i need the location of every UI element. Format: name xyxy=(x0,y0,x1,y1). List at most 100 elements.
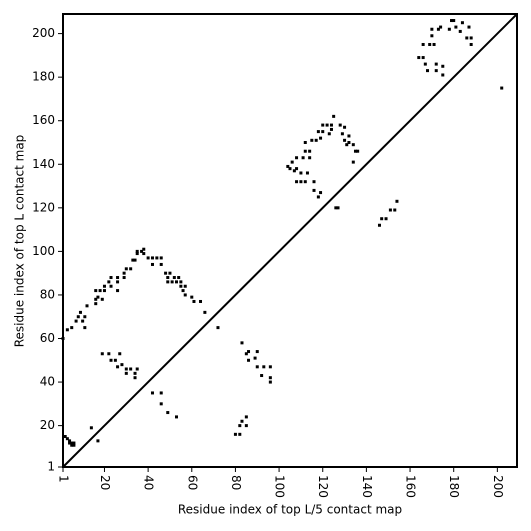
contact-point xyxy=(124,267,128,271)
contact-point xyxy=(343,125,347,129)
contact-point xyxy=(131,258,135,262)
contact-point xyxy=(133,376,137,380)
contact-point xyxy=(356,149,360,153)
contact-point xyxy=(81,319,85,323)
contact-point xyxy=(135,367,139,371)
contact-point xyxy=(159,256,163,260)
contact-point xyxy=(179,280,183,284)
contact-point xyxy=(469,36,473,40)
y-tick-label: 160 xyxy=(32,113,55,127)
contact-point xyxy=(159,402,163,406)
contact-point xyxy=(68,439,72,443)
contact-point xyxy=(247,350,251,354)
contact-point xyxy=(303,180,307,184)
contact-point xyxy=(345,143,349,147)
contact-point xyxy=(332,114,336,118)
contact-point xyxy=(436,27,440,31)
contact-point xyxy=(78,310,82,314)
contact-point xyxy=(377,223,381,227)
contact-point xyxy=(159,262,163,266)
contact-point xyxy=(238,424,242,428)
contact-point xyxy=(268,365,272,369)
contact-point xyxy=(63,435,67,439)
contact-point xyxy=(65,328,69,332)
contact-point xyxy=(260,374,264,378)
contact-point xyxy=(458,29,462,33)
contact-point xyxy=(432,42,436,46)
contact-point xyxy=(343,138,347,142)
contact-point xyxy=(192,299,196,303)
contact-point xyxy=(170,280,174,284)
y-tick-label: 100 xyxy=(32,244,55,258)
x-tick-label: 1 xyxy=(57,475,71,483)
contact-point xyxy=(183,293,187,297)
contact-point xyxy=(72,441,76,445)
contact-point xyxy=(124,367,128,371)
contact-point xyxy=(316,195,320,199)
y-tick-label: 200 xyxy=(32,26,55,40)
contact-point xyxy=(142,252,146,256)
contact-point xyxy=(430,34,434,38)
contact-point xyxy=(441,73,445,77)
contact-point xyxy=(203,310,207,314)
contact-point xyxy=(150,391,154,395)
x-tick-label: 100 xyxy=(273,475,287,498)
contact-point xyxy=(70,326,74,330)
contact-point xyxy=(135,252,139,256)
x-tick-label: 80 xyxy=(229,475,243,490)
y-tick-label: 140 xyxy=(32,157,55,171)
contact-point xyxy=(255,365,259,369)
contact-point xyxy=(155,256,159,260)
contact-point xyxy=(384,217,388,221)
contact-point xyxy=(428,42,432,46)
contact-point xyxy=(181,289,185,293)
contact-point xyxy=(439,25,443,29)
contact-point xyxy=(179,284,183,288)
contact-point xyxy=(116,276,120,280)
x-tick-label: 160 xyxy=(404,475,418,498)
contact-point xyxy=(240,341,244,345)
contact-point xyxy=(395,199,399,203)
contact-point xyxy=(312,188,316,192)
y-tick-label: 60 xyxy=(40,331,55,345)
contact-point xyxy=(109,358,113,362)
contact-point xyxy=(268,376,272,380)
contact-point xyxy=(329,127,333,131)
diagonal-line xyxy=(62,13,518,468)
contact-point xyxy=(116,365,120,369)
contact-point xyxy=(238,432,242,436)
contact-point xyxy=(190,295,194,299)
contact-point xyxy=(308,156,312,160)
contact-point xyxy=(340,132,344,136)
contact-point xyxy=(325,123,329,127)
contact-point xyxy=(118,352,122,356)
contact-point xyxy=(262,365,266,369)
contact-point xyxy=(290,160,294,164)
contact-point xyxy=(336,206,340,210)
contact-point xyxy=(129,267,133,271)
contact-point xyxy=(166,280,170,284)
contact-point xyxy=(72,443,76,447)
contact-point xyxy=(299,171,303,175)
contact-point xyxy=(286,164,290,168)
contact-point xyxy=(74,319,78,323)
contact-point xyxy=(423,62,427,66)
contact-point xyxy=(102,284,106,288)
x-tick-label: 180 xyxy=(447,475,461,498)
contact-point xyxy=(334,206,338,210)
contact-point xyxy=(255,350,259,354)
contact-point xyxy=(146,256,150,260)
contact-point xyxy=(308,149,312,153)
y-tick-label: 80 xyxy=(40,287,55,301)
contact-point xyxy=(319,191,323,195)
contact-point xyxy=(89,426,93,430)
y-tick-label: 20 xyxy=(40,418,55,432)
contact-point xyxy=(295,156,299,160)
contact-point xyxy=(310,138,314,142)
contact-point xyxy=(129,367,133,371)
contact-point xyxy=(253,356,257,360)
contact-point xyxy=(109,284,113,288)
contact-point xyxy=(288,167,292,171)
contact-point xyxy=(338,123,342,127)
